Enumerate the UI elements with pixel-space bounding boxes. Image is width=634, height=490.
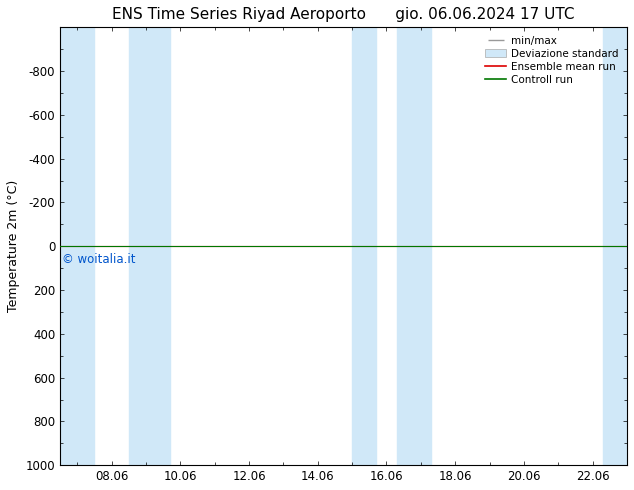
Bar	[352, 27, 376, 465]
Bar	[603, 27, 627, 465]
Text: © woitalia.it: © woitalia.it	[61, 253, 135, 266]
Legend: min/max, Deviazione standard, Ensemble mean run, Controll run: min/max, Deviazione standard, Ensemble m…	[482, 32, 622, 88]
Y-axis label: Temperature 2m (°C): Temperature 2m (°C)	[7, 180, 20, 312]
Title: ENS Time Series Riyad Aeroporto      gio. 06.06.2024 17 UTC: ENS Time Series Riyad Aeroporto gio. 06.…	[112, 7, 575, 22]
Bar	[129, 27, 170, 465]
Bar	[397, 27, 431, 465]
Bar	[60, 27, 94, 465]
